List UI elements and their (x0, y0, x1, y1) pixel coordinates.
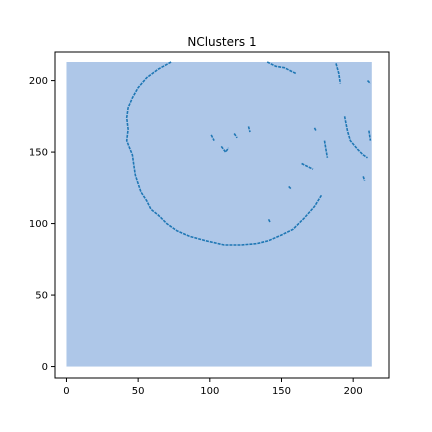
x-tick-label: 100 (200, 386, 219, 397)
y-tick-label: 100 (29, 219, 48, 230)
y-tick-label: 200 (29, 76, 48, 87)
heatmap-image (66, 62, 372, 367)
axes-frame (54, 51, 390, 379)
edge-outer-arc (125, 61, 323, 246)
edge-small-arc (301, 162, 314, 170)
plot-area (66, 61, 372, 367)
edge-mid-right-dots (323, 140, 329, 158)
edge-right-dot (362, 176, 366, 181)
edge-dot-cluster-c (233, 133, 238, 139)
edge-top-fragment (266, 61, 297, 75)
chart-title: NClusters 1 (187, 35, 256, 49)
y-tick-label: 150 (29, 148, 48, 159)
edge-right-segment-a (335, 63, 342, 84)
x-tick-label: 150 (272, 386, 291, 397)
edge-dot-cluster-a (210, 134, 215, 141)
x-tick-label: 0 (63, 386, 69, 397)
edge-dot-top (247, 126, 251, 133)
edge-right-segment-b (343, 116, 368, 159)
edge-dot-small-1 (288, 185, 293, 190)
axes: 0 50 100 150 200 0 50 100 150 200 (29, 51, 390, 397)
x-tick-label: 200 (344, 386, 363, 397)
y-tick-label: 0 (42, 362, 48, 373)
y-tick-label: 50 (35, 291, 48, 302)
edge-dot-cluster-b (220, 145, 230, 154)
edge-dot-small-3 (313, 127, 317, 131)
edge-right-tick-top (366, 80, 371, 85)
x-tick-label: 50 (132, 386, 145, 397)
edge-right-tick-mid (368, 130, 372, 141)
edge-dot-small-2 (267, 218, 271, 223)
